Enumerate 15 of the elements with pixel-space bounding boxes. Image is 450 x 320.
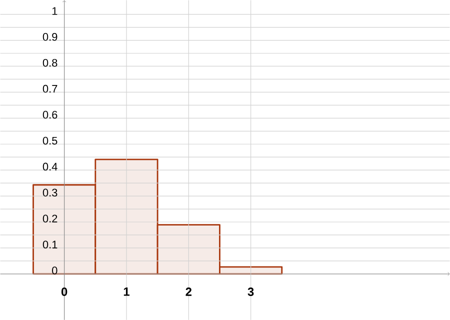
x-tick-label: 1 (124, 287, 130, 296)
y-tick-label: 0.6 (42, 110, 58, 119)
x-tick-label: 0 (61, 287, 68, 296)
y-tick-label: 0.2 (42, 214, 58, 222)
y-tick-label: 0.4 (42, 162, 58, 170)
y-tick-label: 0.3 (42, 188, 58, 196)
y-tick-label: 0.7 (42, 84, 58, 93)
y-tick-label: 1 (52, 7, 58, 15)
x-tick-label: 2 (186, 287, 192, 296)
y-tick-label: 0.1 (42, 240, 58, 248)
x-tick-label: 3 (248, 287, 254, 296)
y-tick-label: 0.5 (42, 136, 58, 145)
y-tick-label: 0 (52, 266, 58, 274)
y-tick-label: 0.8 (42, 58, 58, 67)
y-tick-label: 0.9 (42, 32, 58, 41)
